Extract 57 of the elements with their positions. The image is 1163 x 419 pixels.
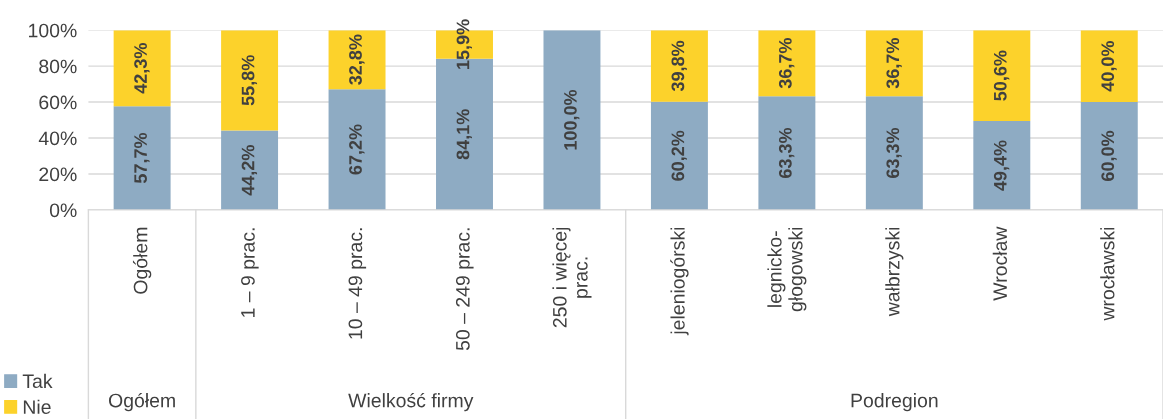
data-label: 15,9% <box>456 19 472 69</box>
data-label: 40,0% <box>1101 40 1117 92</box>
x-tick-label: 1 – 9 prac. <box>241 228 259 317</box>
x-tick-label: wałbrzyski <box>885 227 904 317</box>
data-label: 50,6% <box>993 50 1010 101</box>
bar <box>328 89 386 210</box>
bar <box>758 96 816 210</box>
bar <box>758 30 816 97</box>
x-tick-label: legnicko- głogowski <box>767 227 807 312</box>
data-label: 36,7% <box>886 38 902 89</box>
legend-label: Nie <box>23 399 51 414</box>
x-tick-label: 250 i więcej prac. <box>552 227 592 328</box>
bar <box>1080 30 1138 103</box>
y-tick-label: 100% <box>29 23 77 38</box>
data-label: 57,7% <box>134 132 150 184</box>
data-label: 60,0% <box>1101 130 1117 181</box>
bar <box>1080 102 1138 210</box>
bar <box>973 121 1031 210</box>
text: Ogółem <box>109 392 175 412</box>
data-label: 39,8% <box>671 40 687 92</box>
x-tick-label: Ogółem <box>132 227 152 294</box>
data-label: 67,2% <box>349 124 365 175</box>
text: Podregion <box>851 393 938 412</box>
data-label: 42,3% <box>134 43 150 94</box>
x-tick-label: jeleniogórski <box>670 227 689 336</box>
data-label: 63,3% <box>778 127 795 178</box>
x-tick-label: Wrocław <box>992 226 1008 301</box>
bar <box>221 30 279 131</box>
bar <box>113 30 171 107</box>
bar <box>865 96 923 210</box>
bar <box>650 101 708 210</box>
data-label: 84,1% <box>456 109 472 160</box>
text: Wielkość firmy <box>348 392 474 412</box>
data-label: 32,8% <box>349 34 365 85</box>
y-tick-label: 40% <box>38 131 77 146</box>
y-tick-label: 80% <box>39 59 77 74</box>
bar <box>543 30 601 210</box>
data-label: 100,0% <box>564 89 580 150</box>
data-label: 63,3% <box>886 127 902 178</box>
data-label: 44,2% <box>241 145 258 196</box>
y-tick-label: 60% <box>39 95 77 110</box>
x-tick-label: 10 – 49 prac. <box>348 228 367 339</box>
data-label: 49,4% <box>993 140 1010 191</box>
bar <box>113 106 171 210</box>
bar <box>221 130 279 210</box>
x-tick-label: wrocławski <box>1100 227 1115 321</box>
data-label: 36,7% <box>778 38 795 89</box>
legend-label: Tak <box>22 373 53 389</box>
bar <box>973 30 1031 122</box>
data-label: 60,2% <box>671 130 687 181</box>
y-tick-label: 0% <box>49 203 77 218</box>
bar <box>865 30 923 97</box>
data-label: 55,8% <box>241 55 258 106</box>
y-tick-label: 20% <box>39 167 77 182</box>
bar <box>328 30 386 90</box>
bar <box>650 30 708 102</box>
x-tick-label: 50 – 249 prac. <box>455 228 474 351</box>
